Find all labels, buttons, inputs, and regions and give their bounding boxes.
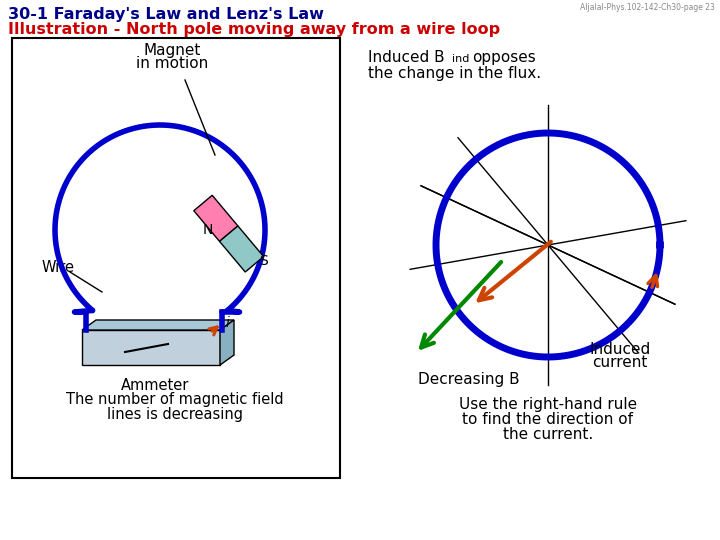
Text: i: i (226, 316, 230, 330)
Polygon shape (82, 320, 234, 330)
Text: opposes: opposes (472, 50, 536, 65)
Text: 30-1 Faraday's Law and Lenz's Law: 30-1 Faraday's Law and Lenz's Law (8, 7, 324, 22)
Polygon shape (220, 226, 264, 272)
Bar (82, 330, 220, 365)
Text: The number of magnetic field: The number of magnetic field (66, 392, 284, 407)
Text: current: current (593, 355, 648, 370)
Text: Aljalal-Phys.102-142-Ch30-page 23: Aljalal-Phys.102-142-Ch30-page 23 (580, 3, 715, 12)
Text: ind: ind (452, 54, 469, 64)
Text: lines is decreasing: lines is decreasing (107, 407, 243, 422)
Text: in motion: in motion (136, 56, 208, 71)
Text: Induced B: Induced B (368, 50, 445, 65)
Text: Wire: Wire (42, 260, 75, 275)
Text: S: S (259, 254, 268, 268)
Bar (12, 38, 340, 478)
Text: Use the right-hand rule: Use the right-hand rule (459, 397, 637, 412)
Text: Induced: Induced (590, 342, 651, 357)
Text: Illustration - North pole moving away from a wire loop: Illustration - North pole moving away fr… (8, 22, 500, 37)
Text: Decreasing B: Decreasing B (418, 372, 520, 387)
Text: Magnet: Magnet (143, 43, 201, 58)
Polygon shape (194, 195, 238, 241)
Polygon shape (220, 320, 234, 365)
Text: N: N (203, 223, 213, 237)
Text: the current.: the current. (503, 427, 593, 442)
Text: the change in the flux.: the change in the flux. (368, 66, 541, 81)
Text: to find the direction of: to find the direction of (462, 412, 634, 427)
Text: Ammeter: Ammeter (121, 378, 189, 393)
